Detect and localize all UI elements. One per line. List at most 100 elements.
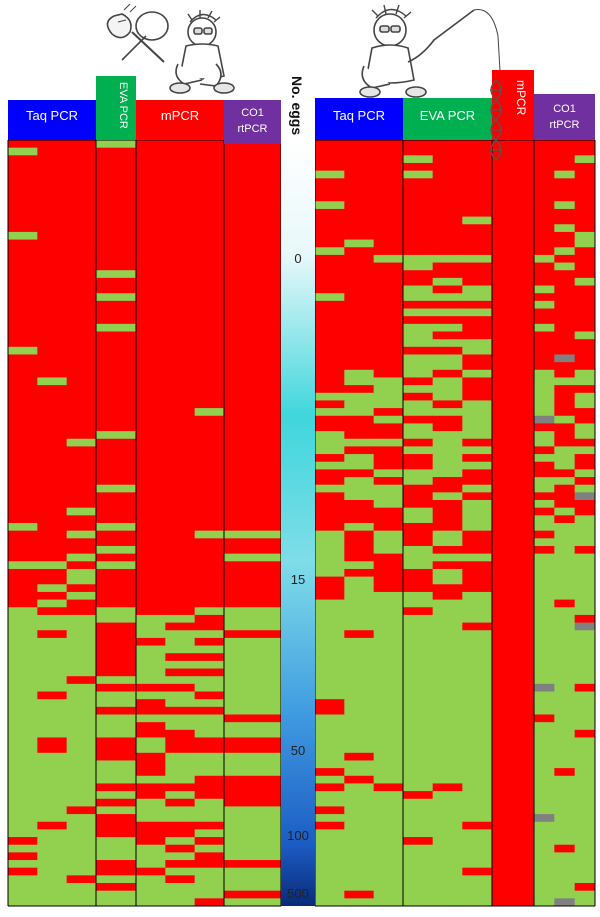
heatmap-cell [492, 530, 535, 539]
heatmap-cell [315, 576, 345, 585]
heatmap-cell [492, 568, 535, 578]
heatmap-cell [574, 277, 596, 287]
heatmap-cell [554, 377, 576, 386]
heatmap-cell [432, 576, 463, 585]
heatmap-cell [165, 806, 196, 815]
heatmap-cell [554, 783, 576, 792]
heatmap-cell [8, 170, 38, 179]
heatmap-cell [37, 331, 68, 340]
heatmap-cell [194, 599, 225, 608]
heatmap-cell [373, 431, 404, 440]
column-header-label: CO1 rtPCR [550, 103, 580, 131]
heatmap-cell [462, 346, 493, 355]
heatmap-cell [403, 201, 434, 210]
heatmap-cell [554, 477, 576, 486]
heatmap-cell [165, 538, 196, 547]
heatmap-cell [462, 676, 493, 685]
heatmap-cell [462, 446, 493, 455]
heatmap-cell [373, 607, 404, 616]
heatmap-cell [574, 898, 596, 907]
heatmap-cell [373, 216, 404, 225]
heatmap-cell [344, 385, 375, 394]
heatmap-cell [224, 645, 282, 654]
heatmap-cell [373, 446, 404, 455]
heatmap-cell [136, 385, 166, 394]
heatmap-cell [534, 860, 555, 869]
heatmap-cell [373, 561, 404, 570]
heatmap-cell [462, 622, 493, 631]
heatmap-cell [462, 561, 493, 570]
heatmap-cell [136, 722, 166, 731]
heatmap-cell [403, 147, 434, 156]
heatmap-cell [534, 768, 555, 777]
heatmap-cell [574, 484, 596, 493]
heatmap-cell [96, 553, 137, 562]
heatmap-cell [534, 469, 555, 478]
heatmap-cell [534, 454, 555, 463]
heatmap-cell [66, 867, 97, 876]
heatmap-cell [165, 484, 196, 493]
heatmap-cell [534, 247, 555, 256]
heatmap-cell [574, 584, 596, 593]
heatmap-cell [554, 216, 576, 225]
heatmap-cell [492, 500, 535, 509]
heatmap-cell [534, 737, 555, 746]
heatmap-cell [574, 170, 596, 179]
heatmap-cell [8, 461, 38, 470]
heatmap-cell [492, 637, 535, 647]
heatmap-cell [344, 415, 375, 424]
heatmap-cell [96, 691, 137, 700]
heatmap-cell [373, 798, 404, 807]
heatmap-cell [462, 500, 493, 509]
heatmap-cell [315, 599, 345, 608]
heatmap-cell [165, 752, 196, 761]
heatmap-cell [165, 898, 196, 907]
heatmap-cell [66, 622, 97, 631]
heatmap-cell [432, 293, 463, 302]
heatmap-cell [8, 898, 38, 907]
heatmap-cell [165, 791, 196, 800]
heatmap-cell [37, 185, 68, 195]
heatmap-cell [8, 875, 38, 884]
heatmap-cell [554, 300, 576, 310]
heatmap-cell [165, 706, 196, 715]
heatmap-cell [432, 423, 463, 432]
heatmap-cell [194, 798, 225, 807]
heatmap-cell [37, 339, 68, 348]
heatmap-cell [96, 814, 137, 823]
heatmap-cell [534, 346, 555, 355]
heatmap-cell [462, 683, 493, 693]
heatmap-cell [554, 277, 576, 287]
heatmap-cell [315, 653, 345, 662]
heatmap-cell [554, 201, 576, 210]
heatmap-cell [344, 852, 375, 861]
heatmap-cell [534, 867, 555, 876]
heatmap-cell [165, 645, 196, 654]
heatmap-cell [373, 752, 404, 761]
heatmap-cell [136, 178, 166, 187]
heatmap-cell [66, 837, 97, 846]
heatmap-cell [8, 645, 38, 654]
heatmap-cell [403, 691, 434, 700]
heatmap-cell [492, 607, 535, 616]
heatmap-cell [315, 622, 345, 631]
heatmap-cell [66, 270, 97, 279]
heatmap-cell [344, 377, 375, 386]
heatmap-cell [37, 530, 68, 539]
heatmap-cell [66, 277, 97, 287]
heatmap-cell [8, 415, 38, 424]
heatmap-cell [37, 155, 68, 164]
heatmap-cell [194, 316, 225, 325]
heatmap-cell [96, 392, 137, 401]
heatmap-cell [136, 691, 166, 700]
heatmap-cell [403, 683, 434, 693]
scale-tick-label: 100 [287, 828, 309, 843]
heatmap-cell [8, 637, 38, 647]
heatmap-cell [492, 377, 535, 386]
heatmap-cell [373, 323, 404, 332]
heatmap-cell [8, 837, 38, 846]
heatmap-cell [315, 277, 345, 287]
heatmap-cell [554, 729, 576, 738]
heatmap-cell [315, 568, 345, 578]
heatmap-cell [432, 170, 463, 179]
